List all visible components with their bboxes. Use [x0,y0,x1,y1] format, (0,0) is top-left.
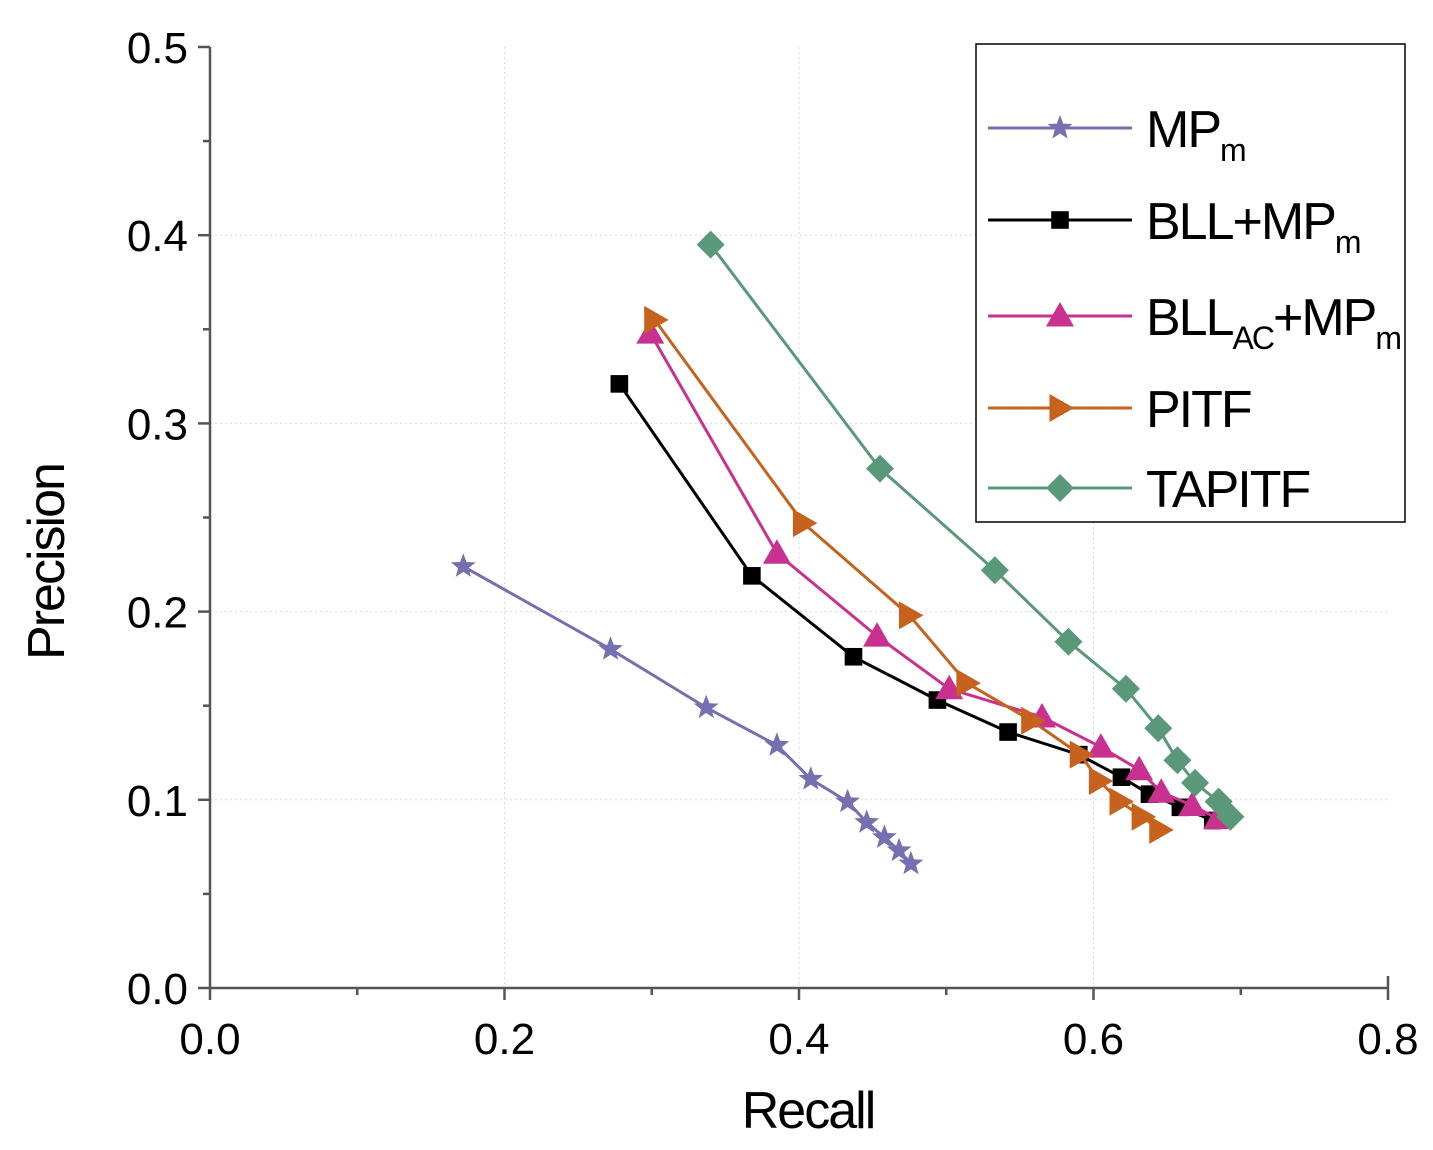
data-point [610,375,629,393]
data-point [1144,714,1173,743]
data-point [1021,706,1046,735]
data-point [898,850,924,875]
data-point [762,539,791,564]
legend-entry: BLLAC+MPm [988,289,1402,356]
data-point [1163,746,1192,775]
data-point [872,824,897,848]
data-point [835,788,860,813]
series-line [709,243,1232,818]
data-point [1125,755,1154,781]
legend: MPm BLL+MPm BLLAC+MPm PITF TAPITF [975,43,1406,523]
legend-marker [1046,474,1074,502]
y-axis-label: Precision [18,464,76,660]
series-1 [450,553,924,875]
data-point [865,454,894,483]
data-point [798,766,824,790]
data-point [886,837,912,862]
y-tick-label: 0.2 [127,589,188,638]
series-line [462,565,913,865]
data-point [696,230,725,259]
x-tick-label: 0.6 [1063,1015,1124,1064]
data-point [743,567,761,585]
data-point [999,723,1017,741]
data-point [450,553,476,577]
legend-entry: PITF [988,381,1253,439]
data-point [792,509,818,538]
legend-label: MPm [1146,101,1245,168]
series-4 [644,305,1174,844]
x-tick-label: 0.4 [768,1015,829,1064]
x-tick-label: 0.2 [474,1015,535,1064]
data-point [980,556,1009,585]
series-layer [450,230,1245,875]
legend-entry: TAPITF [988,461,1311,519]
x-tick-label: 0.0 [179,1015,240,1064]
data-point [693,694,719,719]
series-5 [696,230,1245,831]
series-line [653,319,1161,832]
axes: 0.0 0.2 0.4 0.6 0.8 0.0 0.1 0.2 0.3 0.4 0.5 [127,24,1419,1064]
data-point [1054,627,1083,656]
data-point [1109,787,1135,816]
data-point [854,809,880,833]
y-tick-label: 0.4 [127,212,188,261]
data-point [935,674,964,700]
legend-marker [1046,302,1074,327]
data-point [1149,815,1174,844]
data-point [1181,768,1210,797]
x-axis-label: Recall [742,1082,875,1140]
data-point [1216,802,1245,831]
data-point [764,732,790,756]
legend-box [975,43,1406,523]
data-point [1086,733,1115,758]
series-line [648,332,1218,820]
legend-entry: MPm [988,101,1247,168]
data-point [636,319,665,344]
legend-marker [1047,115,1073,139]
data-point [1147,778,1176,803]
data-point [1088,766,1114,795]
data-point [1112,768,1131,787]
data-point [956,669,981,698]
legend-label: BLLAC+MPm [1146,289,1400,356]
x-tick-label: 0.8 [1357,1015,1418,1064]
y-tick-label: 0.3 [127,400,188,449]
legend-label: PITF [1146,381,1251,439]
legend-label: BLL+MPm [1146,193,1360,260]
data-point [1111,674,1140,703]
legend-marker [1049,394,1074,422]
data-point [1131,802,1157,831]
legend-label: TAPITF [1146,461,1309,519]
data-point [644,305,669,334]
y-tick-label: 0.1 [127,777,188,826]
data-point [898,601,924,630]
data-point [1069,740,1095,769]
y-tick-label: 0.5 [127,24,188,73]
legend-entry: BLL+MPm [988,193,1362,260]
data-point [1178,791,1207,816]
data-point [844,647,863,666]
data-point [598,636,623,660]
axis-labels: Recall Precision [18,464,876,1140]
legend-marker [1051,211,1069,229]
y-tick-label: 0.0 [127,965,188,1014]
data-point [863,622,892,647]
